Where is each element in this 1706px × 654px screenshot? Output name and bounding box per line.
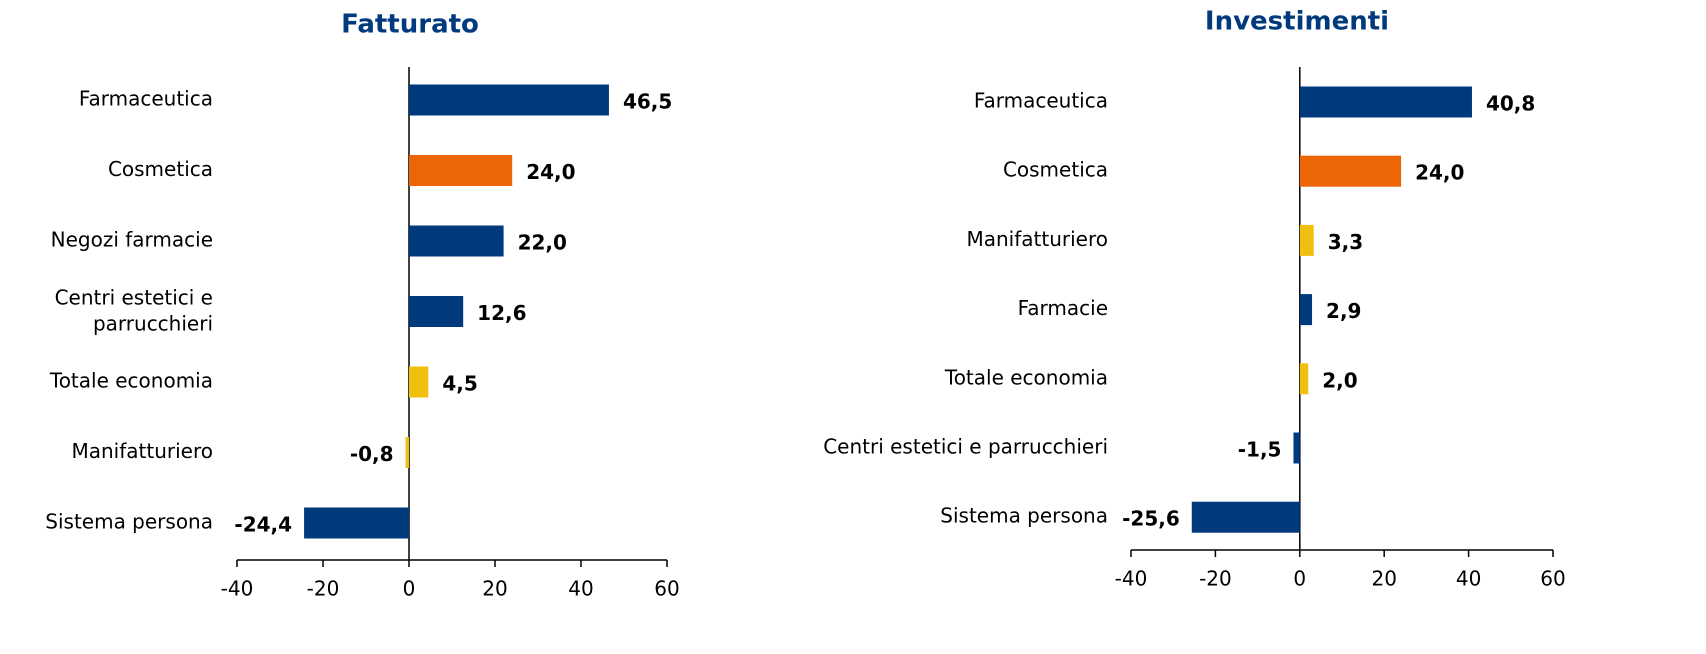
- bar: [409, 155, 513, 186]
- bar: [1191, 501, 1300, 533]
- x-tick-label: 0: [403, 577, 416, 601]
- x-tick-label: 60: [1540, 567, 1565, 591]
- bar: [409, 84, 609, 116]
- category-label: Cosmetica: [108, 157, 213, 181]
- x-tick-label: 20: [482, 577, 507, 601]
- category-label: Manifatturiero: [71, 439, 213, 463]
- category-label: Totale economia: [49, 369, 213, 393]
- x-tick-label: 20: [1371, 567, 1396, 591]
- bar: [409, 225, 504, 257]
- value-label: 3,3: [1328, 230, 1363, 254]
- value-label: 2,0: [1322, 368, 1357, 392]
- bar: [304, 507, 409, 539]
- x-tick-label: -40: [1115, 567, 1148, 591]
- value-label: 24,0: [1415, 161, 1464, 185]
- bar: [1299, 224, 1314, 256]
- value-label: 40,8: [1486, 92, 1535, 116]
- value-label: -24,4: [234, 513, 292, 537]
- category-label: Sistema persona: [45, 510, 213, 534]
- bar: [1299, 363, 1309, 395]
- category-label: Centri estetici e parrucchieri: [55, 285, 213, 335]
- category-label: Farmaceutica: [974, 89, 1108, 113]
- bar: [409, 296, 464, 327]
- category-label: Totale economia: [944, 365, 1108, 389]
- category-label: Negozi farmacie: [51, 228, 213, 252]
- category-label: Cosmetica: [1003, 158, 1108, 182]
- value-label: 12,6: [477, 301, 526, 325]
- bar: [405, 437, 409, 468]
- value-label: 46,5: [623, 90, 672, 114]
- x-tick-label: -20: [1199, 567, 1232, 591]
- category-label: Manifatturiero: [966, 227, 1108, 251]
- value-label: -1,5: [1238, 438, 1282, 462]
- bar: [409, 366, 429, 398]
- bar: [1299, 86, 1472, 118]
- bar: [1299, 155, 1402, 187]
- category-label: Centri estetici e parrucchieri: [823, 435, 1108, 459]
- bar: [1293, 432, 1300, 464]
- chart-title: Investimenti: [1205, 7, 1389, 37]
- value-label: 22,0: [518, 231, 567, 255]
- value-label: -0,8: [350, 442, 394, 466]
- x-tick-label: 40: [1456, 567, 1481, 591]
- category-label: Farmaceutica: [79, 87, 213, 111]
- value-label: 4,5: [442, 372, 477, 396]
- value-label: 24,0: [526, 160, 575, 184]
- chart-title: Fatturato: [341, 10, 479, 40]
- value-label: 2,9: [1326, 299, 1361, 323]
- x-tick-label: 0: [1293, 567, 1306, 591]
- x-tick-label: -40: [221, 577, 254, 601]
- value-label: -25,6: [1122, 507, 1180, 531]
- category-label: Farmacie: [1018, 296, 1108, 320]
- x-tick-label: 40: [568, 577, 593, 601]
- bar: [1299, 294, 1313, 326]
- x-tick-label: 60: [654, 577, 679, 601]
- x-tick-label: -20: [307, 577, 340, 601]
- category-label: Sistema persona: [940, 504, 1108, 528]
